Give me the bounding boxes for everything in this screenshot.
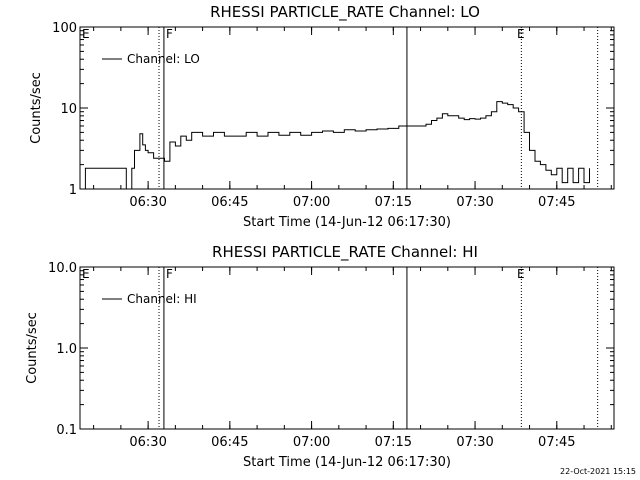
y-tick-label: 100 [52,21,77,36]
series-line-lo [80,101,590,190]
x-tick-label: 07:15 [375,435,412,450]
x-tick-label: 06:45 [211,195,248,210]
x-tick-label: 06:30 [129,195,166,210]
x-tick-label: 06:45 [211,435,248,450]
legend-label-hi: Channel: HI [127,292,197,306]
annotation-e1-lo: E [82,27,90,41]
y-ticks-lo: 1 10 100 [52,21,614,198]
x-ticks-hi: 06:30 06:45 07:00 07:15 07:30 07:45 [93,267,612,450]
x-ticks-lo: 06:30 06:45 07:00 07:15 07:30 07:45 [93,27,612,210]
legend-label-lo: Channel: LO [127,52,200,66]
annotation-e1-hi: E [82,267,90,281]
annotation-f-lo: F [166,27,173,41]
panel-hi: RHESSI PARTICLE_RATE Channel: HI Counts/… [25,243,615,470]
x-axis-label-hi: Start Time (14-Jun-12 06:17:30) [243,455,451,470]
y-tick-label: 10 [60,102,77,117]
panel-lo: RHESSI PARTICLE_RATE Channel: LO Counts/… [29,3,615,230]
x-tick-label: 07:30 [456,195,493,210]
y-ticks-hi: 0.1 1.0 10.0 [48,261,614,438]
annotation-e2-lo: E [517,27,525,41]
annotation-f-hi: F [166,267,173,281]
series-lo [80,101,590,190]
legend-hi: Channel: HI [102,292,197,306]
chart-title-lo: RHESSI PARTICLE_RATE Channel: LO [210,3,480,22]
x-tick-label: 06:30 [129,435,166,450]
x-tick-label: 07:45 [538,195,575,210]
x-axis-label-lo: Start Time (14-Jun-12 06:17:30) [243,215,451,230]
y-tick-label: 10.0 [48,261,77,276]
annotation-e2-hi: E [517,267,525,281]
event-lines-lo [158,27,599,189]
x-tick-label: 07:00 [293,435,330,450]
legend-lo: Channel: LO [102,52,200,66]
y-tick-label: 1.0 [56,342,77,357]
x-tick-label: 07:15 [375,195,412,210]
x-tick-label: 07:00 [293,195,330,210]
x-tick-label: 07:45 [538,435,575,450]
footer-timestamp: 22-Oct-2021 15:15 [560,467,636,476]
x-tick-label: 07:30 [456,435,493,450]
y-axis-label-lo: Counts/sec [29,72,44,144]
chart-title-hi: RHESSI PARTICLE_RATE Channel: HI [212,243,478,262]
event-lines-hi [158,267,599,429]
y-axis-label-hi: Counts/sec [25,312,40,384]
y-tick-label: 1 [69,183,77,198]
y-tick-label: 0.1 [56,423,77,438]
